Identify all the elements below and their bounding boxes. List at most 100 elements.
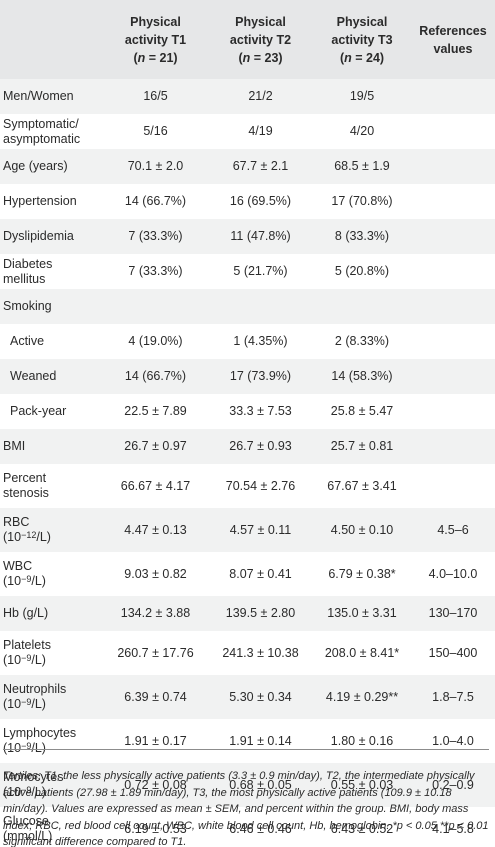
row-label-line1: Age (years)	[3, 159, 68, 173]
row-label: Lymphocytes (10−9/L)	[0, 719, 103, 763]
table-row: Percent stenosis 66.67 ± 4.17 70.54 ± 2.76 6…	[0, 464, 495, 508]
header-t2-n: (n = 23)	[238, 50, 283, 65]
row-label-line1: Lymphocytes	[3, 726, 77, 740]
header-t3-n: (n = 24)	[339, 50, 385, 65]
value-t3: 6.79 ± 0.38*	[313, 552, 411, 596]
row-label-line2: (10−9/L)	[3, 697, 46, 711]
row-label-line1: RBC	[3, 515, 30, 529]
row-label-line2: (mmol/L)	[3, 829, 53, 843]
row-label-line1: Symptomatic/	[3, 116, 79, 131]
value-t1: 4.47 ± 0.13	[103, 508, 208, 552]
reference-value	[411, 289, 495, 324]
table-row: Smoking	[0, 289, 495, 324]
row-label: Neutrophils (10−9/L)	[0, 675, 103, 719]
row-label-line1: Dyslipidemia	[3, 229, 74, 243]
row-label: Weaned	[0, 359, 103, 394]
header-reference: References values	[411, 0, 495, 79]
table-row: Lymphocytes (10−9/L) 1.91 ± 0.17 1.91 ± 0.1…	[0, 719, 495, 763]
value-t3: 208.0 ± 8.41*	[313, 631, 411, 675]
value-t1: 1.91 ± 0.17	[103, 719, 208, 763]
row-label: Smoking	[0, 289, 103, 324]
value-t1	[103, 289, 208, 324]
row-label-line1: Glucose	[3, 814, 49, 828]
value-t2: 11 (47.8%)	[208, 219, 313, 254]
value-t2: 26.7 ± 0.93	[208, 429, 313, 464]
table-row: Monocytes (10−9/L) 0.72 ± 0.08 0.68 ± 0.05 0…	[0, 763, 495, 807]
value-t3: 6.43 ± 0.52	[313, 807, 411, 847]
value-t3	[313, 289, 411, 324]
value-t1: 4 (19.0%)	[103, 324, 208, 359]
row-label-line2: (10−9/L)	[3, 653, 46, 667]
value-t1: 6.19 ± 0.53	[103, 807, 208, 847]
header-t1-n: (n = 21)	[133, 50, 178, 65]
value-t1: 5/16	[103, 114, 208, 149]
table-row: Weaned 14 (66.7%) 17 (73.9%) 14 (58.3%)	[0, 359, 495, 394]
table-row: Platelets (10−9/L) 260.7 ± 17.76 241.3 ± 10…	[0, 631, 495, 675]
value-t1: 134.2 ± 3.88	[103, 596, 208, 631]
reference-value: 1.0–4.0	[411, 719, 495, 763]
reference-value	[411, 219, 495, 254]
table-row: RBC (10−12/L) 4.47 ± 0.13 4.57 ± 0.11 4.50 ±…	[0, 508, 495, 552]
value-t3: 25.8 ± 5.47	[313, 394, 411, 429]
value-t1: 70.1 ± 2.0	[103, 149, 208, 184]
value-t3: 17 (70.8%)	[313, 184, 411, 219]
row-label: Hypertension	[0, 184, 103, 219]
reference-value: 150–400	[411, 631, 495, 675]
value-t3: 14 (58.3%)	[313, 359, 411, 394]
reference-value: 4.1–5.8	[411, 807, 495, 847]
reference-value: 4.5–6	[411, 508, 495, 552]
value-t1: 14 (66.7%)	[103, 359, 208, 394]
row-label-line2: asymptomatic	[3, 131, 81, 146]
table-row: Hypertension 14 (66.7%) 16 (69.5%) 17 (70.8…	[0, 184, 495, 219]
value-t2: 5 (21.7%)	[208, 254, 313, 289]
value-t2: 8.07 ± 0.41	[208, 552, 313, 596]
table-row: WBC (10−9/L) 9.03 ± 0.82 8.07 ± 0.41 6.79 ± …	[0, 552, 495, 596]
value-t3: 4.19 ± 0.29**	[313, 675, 411, 719]
value-t3: 19/5	[313, 79, 411, 114]
reference-value	[411, 254, 495, 289]
row-label-line1: BMI	[3, 439, 26, 453]
row-label-line2: (10−9/L)	[3, 741, 46, 755]
table-row: Hb (g/L) 134.2 ± 3.88 139.5 ± 2.80 135.0 ± …	[0, 596, 495, 631]
row-label: Age (years)	[0, 149, 103, 184]
value-t2: 5.30 ± 0.34	[208, 675, 313, 719]
row-label-line2: (10−9/L)	[3, 574, 46, 588]
table-row: Dyslipidemia 7 (33.3%) 11 (47.8%) 8 (33.3%)	[0, 219, 495, 254]
value-t3: 68.5 ± 1.9	[313, 149, 411, 184]
reference-value	[411, 149, 495, 184]
value-t2: 1 (4.35%)	[208, 324, 313, 359]
value-t1: 14 (66.7%)	[103, 184, 208, 219]
header-reference-line2: values	[433, 41, 473, 56]
reference-value	[411, 79, 495, 114]
row-label-line1: Monocytes	[3, 770, 64, 784]
value-t2: 21/2	[208, 79, 313, 114]
value-t3: 2 (8.33%)	[313, 324, 411, 359]
reference-value: 4.0–10.0	[411, 552, 495, 596]
value-t3: 4.50 ± 0.10	[313, 508, 411, 552]
value-t1: 6.39 ± 0.74	[103, 675, 208, 719]
row-label-line1: WBC	[3, 559, 33, 573]
row-label: Percent stenosis	[0, 464, 103, 508]
value-t2: 139.5 ± 2.80	[208, 596, 313, 631]
row-label: Diabetes mellitus	[0, 254, 103, 289]
row-label: Glucose (mmol/L)	[0, 807, 103, 847]
row-label-line1: Weaned	[10, 369, 57, 383]
row-label-line1: Platelets	[3, 638, 51, 652]
header-t1-line2: activity T1	[124, 32, 187, 47]
row-label-line2: (10−9/L)	[3, 785, 46, 799]
table-row: Men/Women 16/5 21/2 19/5	[0, 79, 495, 114]
row-label: BMI	[0, 429, 103, 464]
row-label: WBC (10−9/L)	[0, 552, 103, 596]
row-label-line1: Hb (g/L)	[3, 606, 49, 620]
value-t2: 1.91 ± 0.14	[208, 719, 313, 763]
reference-value: 0.2–0.9	[411, 763, 495, 807]
row-label: Men/Women	[0, 79, 103, 114]
row-label: Platelets (10−9/L)	[0, 631, 103, 675]
row-label-line1: Diabetes	[3, 256, 53, 271]
table-row: BMI 26.7 ± 0.97 26.7 ± 0.93 25.7 ± 0.81	[0, 429, 495, 464]
value-t1: 26.7 ± 0.97	[103, 429, 208, 464]
reference-value	[411, 359, 495, 394]
header-row: Physical activity T1 (n = 21) Physical a…	[0, 0, 495, 79]
value-t1: 9.03 ± 0.82	[103, 552, 208, 596]
table-row: Symptomatic/asymptomatic 5/16 4/19 4/20	[0, 114, 495, 149]
